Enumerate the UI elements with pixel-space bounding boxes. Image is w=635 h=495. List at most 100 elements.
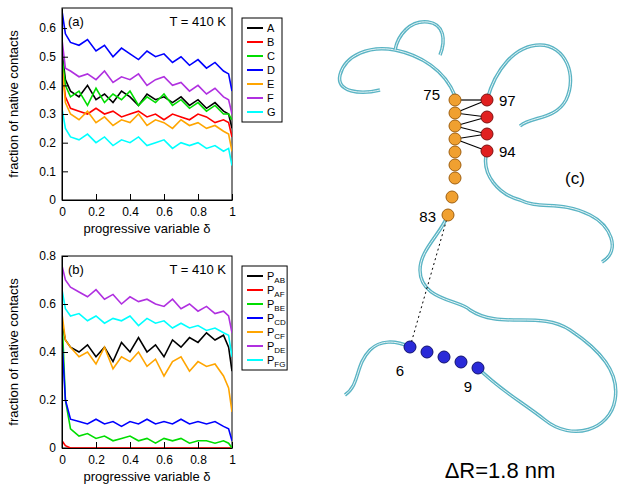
series-line (62, 316, 232, 448)
panel-label-bg (67, 14, 85, 29)
panel-label: (b) (68, 262, 84, 277)
legend-swatch (247, 69, 263, 71)
x-tick-label: 0.2 (88, 453, 105, 467)
series-line (62, 290, 232, 357)
y-tick-mark (62, 256, 68, 257)
annotation: T = 410 K (170, 262, 227, 277)
y-tick-mark (62, 352, 68, 353)
legend-label: PBE (267, 298, 285, 313)
x-tick: 0.6 (156, 194, 173, 219)
plot-area (62, 11, 232, 166)
legend-swatch (247, 317, 263, 319)
y-tick: 0.1 (39, 165, 68, 179)
panel-label-group: (b) (67, 262, 85, 277)
x-tick-label: 0.8 (190, 453, 207, 467)
series-line (62, 40, 232, 115)
x-tick-label: 1 (229, 453, 236, 467)
series-line (62, 68, 232, 137)
x-tick-label: 1 (229, 205, 236, 219)
y-tick: 0.3 (39, 107, 68, 121)
legend: ABCDEFG (242, 18, 282, 122)
bead-orange (449, 133, 461, 145)
caption: ΔR=1.8 nm (445, 458, 556, 483)
y-tick-mark (62, 171, 68, 172)
y-tick-label: 0.3 (39, 107, 56, 121)
x-tick: 0.4 (122, 194, 139, 219)
panel-label-group: (a) (67, 14, 85, 29)
residue-label: 9 (464, 378, 472, 395)
x-tick-mark (198, 194, 199, 200)
legend-label: G (267, 106, 276, 118)
backbone-ribbon (420, 215, 616, 431)
x-tick-label: 0.4 (122, 205, 139, 219)
bead-orange (449, 120, 461, 132)
y-tick-label: 0.8 (39, 249, 56, 263)
x-tick: 0.8 (190, 442, 207, 467)
bead-blue (472, 362, 484, 374)
series-line (62, 108, 232, 165)
y-tick-mark (62, 143, 68, 144)
bead-blue (421, 346, 433, 358)
bead-orange (449, 159, 461, 171)
x-axis: 00.20.40.60.81 (59, 194, 236, 219)
y-tick: 0.2 (39, 393, 68, 407)
series-line (62, 65, 232, 151)
y-tick-label: 0.5 (39, 50, 56, 64)
y-tick-mark (62, 400, 68, 401)
residue-label: 75 (423, 86, 440, 103)
legend-label: PAF (267, 284, 285, 299)
backbone-ribbon (345, 342, 410, 395)
diagram: 7597948369(c)ΔR=1.8 nm (340, 22, 616, 483)
legend-swatch (247, 55, 263, 57)
bead-orange (449, 107, 461, 119)
x-axis-line (63, 200, 233, 201)
x-tick-mark (164, 442, 165, 448)
y-tick: 0.2 (39, 136, 68, 150)
y-tick: 0.5 (39, 50, 68, 64)
plot-frame (62, 256, 232, 448)
y-tick-label: 0 (49, 441, 56, 455)
y-tick-label: 0.2 (39, 136, 56, 150)
y-tick-mark (62, 448, 68, 449)
x-tick: 0.4 (122, 442, 139, 467)
panel-label: (a) (68, 14, 84, 29)
legend-swatch (247, 41, 263, 43)
x-tick-mark (130, 194, 131, 200)
y-tick-mark (62, 304, 68, 305)
legend-swatch (247, 359, 263, 361)
x-tick: 0.2 (88, 194, 105, 219)
x-tick: 1 (229, 194, 236, 219)
y-tick-mark (62, 85, 68, 86)
x-axis-line (63, 448, 233, 449)
x-axis: 00.20.40.60.81 (59, 442, 236, 467)
backbone-highlight (395, 22, 443, 55)
bead-blue (438, 351, 450, 363)
y-axis: 00.10.20.30.40.50.6 (39, 9, 68, 208)
residue-label: 94 (499, 143, 516, 160)
y-tick: 0.8 (39, 249, 68, 263)
y-tick-label: 0.4 (39, 79, 56, 93)
plot-frame (62, 8, 232, 200)
x-tick-mark (232, 194, 233, 200)
y-tick-label: 0 (49, 193, 56, 207)
x-tick-mark (96, 194, 97, 200)
legend-swatch (247, 83, 263, 85)
x-axis-title: progressive variable δ (83, 221, 210, 236)
x-tick-label: 0.8 (190, 205, 207, 219)
x-tick-mark (232, 442, 233, 448)
legend-label: E (267, 78, 274, 90)
y-tick: 0 (49, 441, 68, 455)
backbone-highlight (420, 215, 616, 431)
bead-blue (455, 356, 467, 368)
legend-swatch (247, 111, 263, 113)
x-tick: 0.2 (88, 442, 105, 467)
legend-swatch (247, 331, 263, 333)
bead-red (481, 128, 493, 140)
backbone-highlight (487, 45, 571, 126)
legend-box (242, 266, 287, 370)
backbone-ribbon (395, 22, 443, 55)
figure: 00.20.40.60.8100.10.20.30.40.50.6progres… (0, 0, 635, 495)
series-line (62, 11, 232, 91)
legend-swatch (247, 27, 263, 29)
x-tick-mark (164, 194, 165, 200)
